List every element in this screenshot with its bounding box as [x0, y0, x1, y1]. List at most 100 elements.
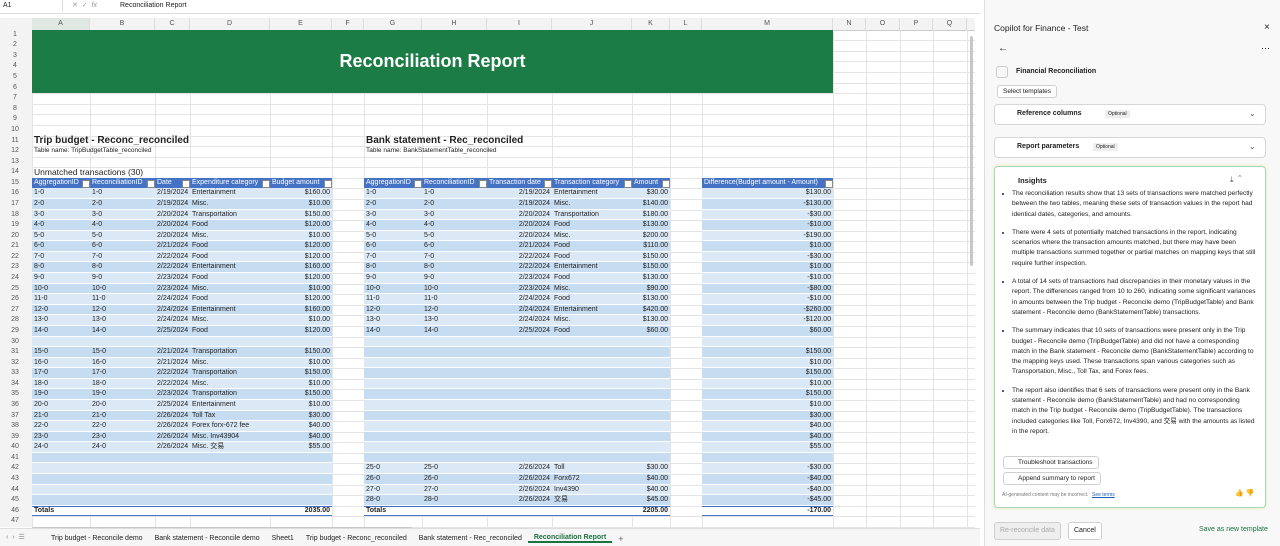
cell-text: 3-0 — [364, 210, 422, 221]
feedback-icons[interactable]: 👍 👎 — [1235, 489, 1254, 497]
sheet-tab[interactable]: Bank statement - Rec_reconciled — [413, 535, 528, 542]
filter-button — [182, 180, 190, 188]
row-header: 14 — [0, 167, 30, 178]
cell-text: 10-0 — [422, 284, 487, 295]
cell-text: $55.00 — [270, 442, 332, 453]
column-header: G — [364, 18, 422, 30]
insights-controls[interactable]: ⤓ ⌃ — [1230, 175, 1242, 185]
see-terms-link[interactable]: See terms — [1092, 492, 1115, 498]
cell-text: 22-0 — [32, 421, 90, 432]
cell-text: Inv4390 — [552, 485, 632, 496]
cell-text: Food — [190, 241, 270, 252]
cell-text: Food — [552, 241, 632, 252]
cell-text: 7-0 — [364, 252, 422, 263]
more-button[interactable]: ⋯ — [1261, 43, 1270, 54]
cell-text: Entertainment — [190, 188, 270, 199]
report-parameters-card[interactable]: Report parameters Optional ⌄ — [994, 137, 1266, 158]
cell-text: 23-0 — [90, 432, 155, 443]
cell-text: Expenditure category — [190, 178, 270, 189]
insights-list: The reconciliation results show that 13 … — [995, 189, 1257, 445]
cell-text: ReconciliationID — [90, 178, 155, 189]
cell-text: Misc. — [190, 231, 270, 242]
cell-text: 7-0 — [422, 252, 487, 263]
cell-text: 14-0 — [90, 326, 155, 337]
row-header: 16 — [0, 188, 30, 199]
cell-text: 14-0 — [364, 326, 422, 337]
cell-text: Food — [190, 273, 270, 284]
cell-text: $10.00 — [702, 379, 833, 390]
cell-text: $10.00 — [702, 358, 833, 369]
cell-text: -$30.00 — [702, 210, 833, 221]
cell-text: Entertainment — [552, 262, 632, 273]
column-header: M — [702, 18, 833, 30]
cell-text: $10.00 — [270, 379, 332, 390]
add-sheet[interactable]: + — [612, 534, 629, 544]
sheet-tab[interactable]: Sheet1 — [266, 535, 300, 542]
sheet-tab[interactable]: Trip budget - Reconc_reconciled — [300, 535, 413, 542]
close-button[interactable]: × — [1264, 22, 1270, 33]
cell-text: 3-0 — [90, 210, 155, 221]
table-row — [364, 400, 670, 411]
cell-text: $120.00 — [270, 273, 332, 284]
cell-text: 8-0 — [90, 262, 155, 273]
table-row — [364, 368, 670, 379]
cell-text: 22-0 — [90, 421, 155, 432]
cell-text: 8-0 — [422, 262, 487, 273]
cell-text: $10.00 — [270, 358, 332, 369]
filter-button — [544, 180, 552, 188]
formula-text[interactable]: Reconciliation Report — [120, 0, 187, 12]
cell-text: -$30.00 — [702, 463, 833, 474]
row-header: 34 — [0, 379, 30, 390]
cell-text: 28-0 — [364, 495, 422, 506]
select-templates-button[interactable]: Select templates — [997, 85, 1057, 98]
table-row — [32, 337, 332, 348]
cell-text: 2-0 — [32, 199, 90, 210]
panel-title: Copilot for Finance - Test — [994, 23, 1088, 33]
table-row — [364, 432, 670, 443]
cell-text: 2/19/2024 — [487, 188, 552, 199]
append-button[interactable]: Append summary to report — [1003, 472, 1101, 485]
cell-text: 10-0 — [364, 284, 422, 295]
cell-text: 20-0 — [90, 400, 155, 411]
save-template-button[interactable]: Save as new template — [1199, 526, 1268, 533]
sheet-tab[interactable]: Trip budget - Reconcile demo — [45, 535, 149, 542]
cell-text: Transaction category — [552, 178, 632, 189]
row-header: 44 — [0, 485, 30, 496]
cell-text: Misc. — [190, 379, 270, 390]
back-button[interactable]: ← — [998, 43, 1008, 54]
cell-text: 11-0 — [32, 294, 90, 305]
cell-text: $150.00 — [702, 368, 833, 379]
cell-text: 2/24/2024 — [155, 294, 190, 305]
cell-text: 2-0 — [364, 199, 422, 210]
column-header: C — [155, 18, 190, 30]
cell-text: -$45.00 — [702, 495, 833, 506]
cell-text: Food — [552, 252, 632, 263]
cell-text: 2/22/2024 — [155, 379, 190, 390]
cell-text: $40.00 — [270, 432, 332, 443]
cell-text: 1-0 — [32, 188, 90, 199]
name-box[interactable]: A1 — [0, 0, 63, 12]
sheet-tab-active[interactable]: Reconciliation Report — [528, 534, 612, 543]
insight: The reconciliation results show that 13 … — [1012, 189, 1257, 220]
section-label: Unmatched transactions (30) — [34, 167, 143, 177]
cell-text: 17-0 — [90, 368, 155, 379]
row-header: 12 — [0, 146, 30, 157]
table-row — [364, 347, 670, 358]
sheet-tab[interactable]: Bank statement - Reconcile demo — [149, 535, 266, 542]
cell-text: $160.00 — [270, 262, 332, 273]
cell-text: 2/24/2024 — [487, 305, 552, 316]
cell-text: 9-0 — [32, 273, 90, 284]
sheet-tabs: ‹ › ☰ Trip budget - Reconcile demo Bank … — [0, 528, 980, 546]
row-header: 33 — [0, 368, 30, 379]
cell-text: 3-0 — [422, 210, 487, 221]
cell-text: 2/21/2024 — [155, 241, 190, 252]
cell-text: $120.00 — [270, 294, 332, 305]
rereconcile-button[interactable]: Re-reconcile data — [994, 522, 1061, 540]
cell-text: ReconciliationID — [422, 178, 487, 189]
reference-columns-card[interactable]: Reference columns Optional ⌄ — [994, 104, 1266, 125]
table-name: Table name: TripBudgetTable_reconciled — [34, 147, 151, 154]
troubleshoot-button[interactable]: Troubleshoot transactions — [1003, 456, 1099, 469]
cancel-button[interactable]: Cancel — [1068, 522, 1102, 540]
cell-text: -$260.00 — [702, 305, 833, 316]
tab-nav[interactable]: ‹ › ☰ — [6, 533, 25, 541]
